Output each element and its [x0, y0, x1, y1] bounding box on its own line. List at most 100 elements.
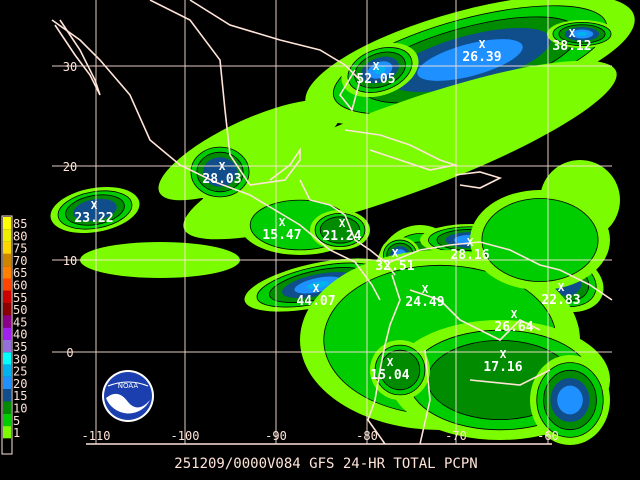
maximum-value-label: 28.03: [202, 172, 241, 187]
legend-label: 30: [13, 352, 27, 366]
lat-lon-grid: [52, 0, 612, 444]
precip-maximum: X44.07: [296, 282, 335, 309]
legend-label: 60: [13, 279, 27, 293]
precip-maximum: X22.83: [541, 281, 580, 308]
precip-contour: [319, 216, 361, 244]
precip-maximum: X15.47: [262, 216, 301, 243]
coastline-baja: [54, 19, 101, 96]
precip-contour: [576, 31, 588, 37]
precip-contour: [306, 281, 330, 289]
maximum-value-label: 26.39: [462, 50, 501, 65]
latitude-tick-label: 30: [63, 60, 77, 74]
axis-tick-labels: -110 -100 -90 -80 -70 -60 30 20 10 0: [63, 60, 559, 443]
precip-contour: [374, 65, 386, 75]
maximum-marker-icon: X: [467, 236, 474, 249]
maximum-value-label: 44.07: [296, 294, 335, 309]
coastline-us-gulf: [189, 0, 361, 112]
noaa-logo-text: NOAA: [118, 382, 139, 390]
maximum-marker-icon: X: [387, 356, 394, 369]
maximum-value-label: 22.83: [541, 293, 580, 308]
longitude-tick-label: -60: [537, 429, 559, 443]
precip-maximum: X38.12: [552, 27, 591, 54]
maximum-marker-icon: X: [279, 216, 286, 229]
maximum-marker-icon: X: [500, 348, 507, 361]
legend-label: 5: [13, 414, 20, 428]
legend-label: 50: [13, 303, 27, 317]
precip-maximum: X32.51: [375, 247, 414, 274]
coastline-colombia-pacific: [367, 274, 401, 445]
border-lines: [409, 289, 551, 445]
legend-frame: [1, 215, 13, 455]
legend-swatch: [3, 426, 11, 439]
maximum-marker-icon: X: [373, 60, 380, 73]
legend-swatch: [3, 376, 11, 390]
maximum-value-label: 28.16: [450, 248, 489, 263]
precip-maximum: X52.05: [356, 60, 395, 87]
precip-contour: [417, 39, 523, 81]
maximum-marker-icon: X: [422, 283, 429, 296]
precip-contour: [481, 198, 599, 282]
maximum-marker-icon: X: [511, 308, 518, 321]
legend-swatch: [3, 413, 11, 427]
legend-swatch: [3, 303, 11, 316]
maximum-marker-icon: X: [91, 199, 98, 212]
maximum-marker-icon: X: [569, 27, 576, 40]
legend-label: 75: [13, 242, 27, 256]
legend-swatch: [3, 278, 11, 291]
maximum-value-label: 32.51: [375, 259, 414, 274]
maximum-value-label: 15.04: [370, 368, 409, 383]
longitude-tick-label: -110: [82, 429, 111, 443]
legend-label: 35: [13, 340, 27, 354]
legend-swatch: [3, 401, 11, 414]
legend-swatch: [3, 389, 11, 402]
maximum-value-label: 17.16: [483, 360, 522, 375]
precip-maximum: X15.04: [370, 356, 409, 383]
legend-label: 80: [13, 229, 27, 243]
precip-maximum: X24.49: [405, 283, 444, 310]
legend-swatch: [3, 364, 11, 377]
legend-label: 15: [13, 389, 27, 403]
maximum-marker-icon: X: [392, 247, 399, 260]
longitude-tick-label: -90: [265, 429, 287, 443]
longitude-tick-label: -80: [356, 429, 378, 443]
legend-label: 25: [13, 365, 27, 379]
precip-maximum: X17.16: [483, 348, 522, 375]
coastline-hispaniola: [454, 171, 503, 189]
latitude-tick-label: 10: [63, 254, 77, 268]
maximum-marker-icon: X: [558, 281, 565, 294]
noaa-logo: NOAA: [102, 370, 154, 422]
maximum-value-label: 52.05: [356, 72, 395, 87]
map-title: 251209/0000V084 GFS 24-HR TOTAL PCPN: [174, 456, 477, 472]
legend-swatch: [3, 241, 11, 254]
legend-label: 55: [13, 291, 27, 305]
coastline-cuba: [344, 129, 459, 171]
legend-label: 70: [13, 254, 27, 268]
coastline-south-america: [389, 241, 613, 301]
precip-maximum: X28.16: [450, 236, 489, 263]
legend-swatch: [3, 340, 11, 353]
precip-contour: [557, 385, 583, 415]
maximum-value-label: 21.24: [322, 229, 361, 244]
precip-maximum: X28.03: [202, 160, 241, 187]
maximum-marker-icon: X: [219, 160, 226, 173]
maximum-value-label: 23.22: [74, 211, 113, 226]
precip-contour: [202, 157, 238, 187]
legend-label: 20: [13, 377, 27, 391]
legend-label: 40: [13, 328, 27, 342]
precip-contour: [73, 198, 117, 222]
legend-label: 65: [13, 266, 27, 280]
legend-swatch: [3, 253, 11, 267]
maximum-marker-icon: X: [339, 217, 346, 230]
legend-label: 85: [13, 217, 27, 231]
coastline-gulf: [149, 0, 301, 186]
maximum-marker-icon: X: [313, 282, 320, 295]
legend-swatch: [3, 352, 11, 365]
latitude-tick-label: 20: [63, 160, 77, 174]
maximum-value-label: 15.47: [262, 228, 301, 243]
legend-label: 10: [13, 402, 27, 416]
legend-swatch: [3, 290, 11, 304]
legend-swatch: [3, 327, 11, 340]
longitude-tick-label: -100: [171, 429, 200, 443]
